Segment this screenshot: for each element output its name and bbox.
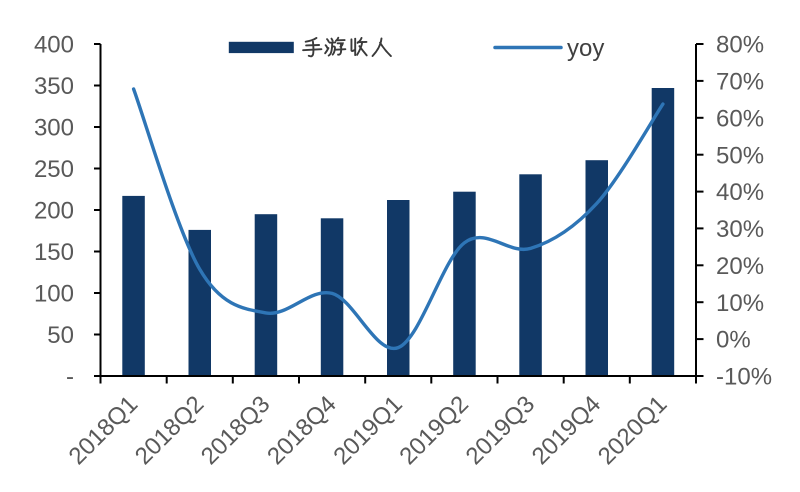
- svg-text:200: 200: [34, 198, 74, 225]
- svg-text:30%: 30%: [716, 216, 764, 243]
- svg-text:50: 50: [47, 322, 74, 349]
- svg-text:70%: 70%: [716, 69, 764, 96]
- svg-text:40%: 40%: [716, 179, 764, 206]
- svg-text:10%: 10%: [716, 290, 764, 317]
- svg-text:400: 400: [34, 32, 74, 59]
- svg-text:250: 250: [34, 156, 74, 183]
- svg-text:20%: 20%: [716, 253, 764, 280]
- svg-text:-: -: [66, 364, 74, 391]
- svg-text:yoy: yoy: [567, 35, 604, 62]
- svg-text:50%: 50%: [716, 142, 764, 169]
- svg-text:60%: 60%: [716, 105, 764, 132]
- svg-text:-10%: -10%: [716, 364, 772, 391]
- svg-text:350: 350: [34, 73, 74, 100]
- svg-text:0%: 0%: [716, 327, 751, 354]
- svg-text:100: 100: [34, 281, 74, 308]
- svg-text:80%: 80%: [716, 32, 764, 59]
- svg-text:150: 150: [34, 239, 74, 266]
- svg-text:300: 300: [34, 115, 74, 142]
